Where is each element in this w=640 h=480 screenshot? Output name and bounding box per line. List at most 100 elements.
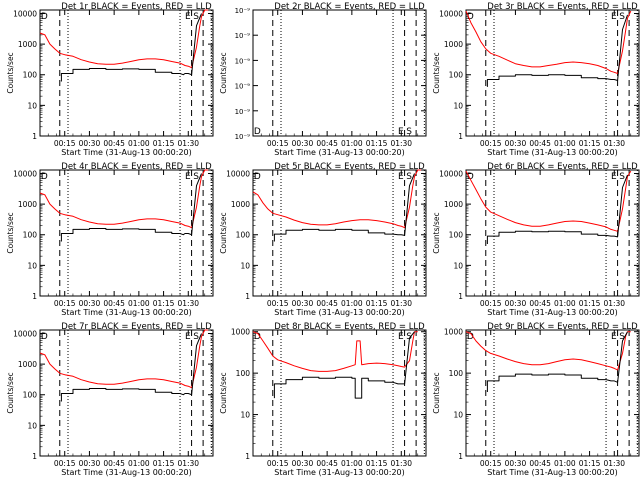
x-tick-label: 00:15 xyxy=(54,299,76,308)
y-tick-label: 100 xyxy=(23,71,38,80)
panel-title: Det 2r BLACK = Events, RED = LLD xyxy=(274,2,425,12)
x-tick-label: 00:45 xyxy=(529,459,551,468)
panel-1: Det 1r BLACK = Events, RED = LLD 1 10 100 10… xyxy=(6,2,214,157)
y-tick-label: 1 xyxy=(245,452,250,461)
x-axis-label: Start Time (31-Aug-13 00:00:20) xyxy=(61,148,192,157)
y-tick-label: 10 xyxy=(27,101,37,110)
x-tick-label: 00:30 xyxy=(292,299,314,308)
x-tick-label: 01:00 xyxy=(128,459,150,468)
series-events-line xyxy=(486,14,628,87)
x-tick-label: 01:30 xyxy=(603,299,625,308)
segment-marker-s: S xyxy=(406,332,412,342)
x-tick-label: 00:45 xyxy=(316,459,338,468)
series-lld-line xyxy=(39,9,209,69)
panel-9: Det 9r BLACK = Events, RED = LLD 1 10 100 10… xyxy=(432,322,640,477)
panel-8: Det 8r BLACK = Events, RED = LLD 1 10 100 10… xyxy=(219,322,427,477)
segment-marker-d: D xyxy=(41,332,48,342)
y-tick-label: 10 xyxy=(27,261,37,270)
series-events-line xyxy=(486,174,628,244)
y-tick-label: 1000 xyxy=(444,40,463,49)
segment-marker-e: E xyxy=(611,332,617,342)
y-tick-label: 1000 xyxy=(18,200,37,209)
y-tick-label: 10⁻⁹ xyxy=(235,7,251,15)
x-tick-label: 01:15 xyxy=(366,299,388,308)
plot-frame xyxy=(39,329,214,457)
y-tick-label: 100 xyxy=(236,231,251,240)
x-tick-label: 00:15 xyxy=(267,139,289,148)
x-tick-label: 00:45 xyxy=(529,299,551,308)
series-lld-line xyxy=(252,169,422,229)
segment-marker-d: D xyxy=(254,172,261,182)
y-axis-label: Counts/sec xyxy=(432,372,441,413)
panel-title: Det 8r BLACK = Events, RED = LLD xyxy=(274,322,425,332)
y-tick-label: 10 xyxy=(453,101,463,110)
y-tick-label: 1000 xyxy=(18,40,37,49)
x-tick-label: 01:15 xyxy=(579,139,601,148)
panel-4: Det 4r BLACK = Events, RED = LLD 1 10 100 10… xyxy=(6,162,214,317)
x-tick-label: 00:30 xyxy=(79,299,101,308)
y-tick-label: 1000 xyxy=(18,360,37,369)
y-axis-label: Counts/sec xyxy=(432,52,441,93)
segment-marker-s: S xyxy=(193,332,199,342)
y-tick-label: 10⁻⁹ xyxy=(235,83,251,91)
x-tick-label: 01:00 xyxy=(554,299,576,308)
y-tick-label: 10 xyxy=(453,411,463,420)
plot-frame xyxy=(39,9,214,137)
y-tick-label: 1000 xyxy=(444,200,463,209)
y-tick-label: 10 xyxy=(240,261,250,270)
x-tick-label: 01:00 xyxy=(128,139,150,148)
y-tick-label: 10000 xyxy=(439,9,463,18)
panel-title: Det 4r BLACK = Events, RED = LLD xyxy=(61,162,212,172)
x-tick-label: 01:15 xyxy=(579,459,601,468)
y-axis-label: Counts/sec xyxy=(6,212,15,253)
x-tick-label: 01:30 xyxy=(603,459,625,468)
x-tick-label: 00:30 xyxy=(79,459,101,468)
x-tick-label: 00:15 xyxy=(54,139,76,148)
y-tick-label: 1 xyxy=(32,132,37,141)
x-tick-label: 00:15 xyxy=(480,139,502,148)
series-events-line xyxy=(60,13,202,82)
x-tick-label: 00:30 xyxy=(505,459,527,468)
x-tick-label: 01:30 xyxy=(177,299,199,308)
x-tick-label: 01:30 xyxy=(177,459,199,468)
panel-2: Det 2r BLACK = Events, RED = LLD 10⁻⁹ 10⁻⁹… xyxy=(219,2,427,157)
y-tick-label: 1 xyxy=(458,292,463,301)
y-tick-label: 100 xyxy=(23,391,38,400)
y-axis-label: Counts/sec xyxy=(219,212,228,253)
x-tick-label: 01:30 xyxy=(603,139,625,148)
y-tick-label: 100 xyxy=(449,71,464,80)
y-tick-label: 1 xyxy=(32,452,37,461)
x-axis-label: Start Time (31-Aug-13 00:00:20) xyxy=(487,148,618,157)
x-tick-label: 00:30 xyxy=(79,139,101,148)
x-tick-label: 00:15 xyxy=(267,299,289,308)
segment-marker-d: D xyxy=(467,12,474,22)
segment-marker-s: S xyxy=(619,12,625,22)
x-tick-label: 00:30 xyxy=(292,139,314,148)
segment-marker-e: E xyxy=(611,12,617,22)
x-tick-label: 01:30 xyxy=(390,139,412,148)
x-tick-label: 00:15 xyxy=(54,459,76,468)
x-tick-label: 01:30 xyxy=(390,459,412,468)
series-events-line xyxy=(60,173,202,242)
y-tick-label: 10⁻⁹ xyxy=(235,57,251,65)
y-tick-label: 100 xyxy=(449,369,464,378)
y-tick-label: 10 xyxy=(453,261,463,270)
panel-5: Det 5r BLACK = Events, RED = LLD 1 10 100 10… xyxy=(219,162,427,317)
plot-frame xyxy=(252,9,427,137)
series-lld-line xyxy=(465,170,632,232)
series-events-line xyxy=(273,173,415,242)
y-tick-label: 1000 xyxy=(231,328,250,337)
x-tick-label: 01:00 xyxy=(128,299,150,308)
panel-title: Det 9r BLACK = Events, RED = LLD xyxy=(487,322,638,332)
y-tick-label: 1 xyxy=(458,132,463,141)
segment-marker-d: D xyxy=(41,172,48,182)
y-axis-label: Counts/sec xyxy=(6,372,15,413)
plot-frame xyxy=(39,169,214,297)
segment-marker-s: S xyxy=(193,172,199,182)
segment-marker-d: D xyxy=(254,332,261,342)
x-tick-label: 01:00 xyxy=(554,459,576,468)
series-events-line xyxy=(273,331,415,399)
x-axis-label: Start Time (31-Aug-13 00:00:20) xyxy=(274,308,405,317)
y-tick-label: 1000 xyxy=(444,328,463,337)
